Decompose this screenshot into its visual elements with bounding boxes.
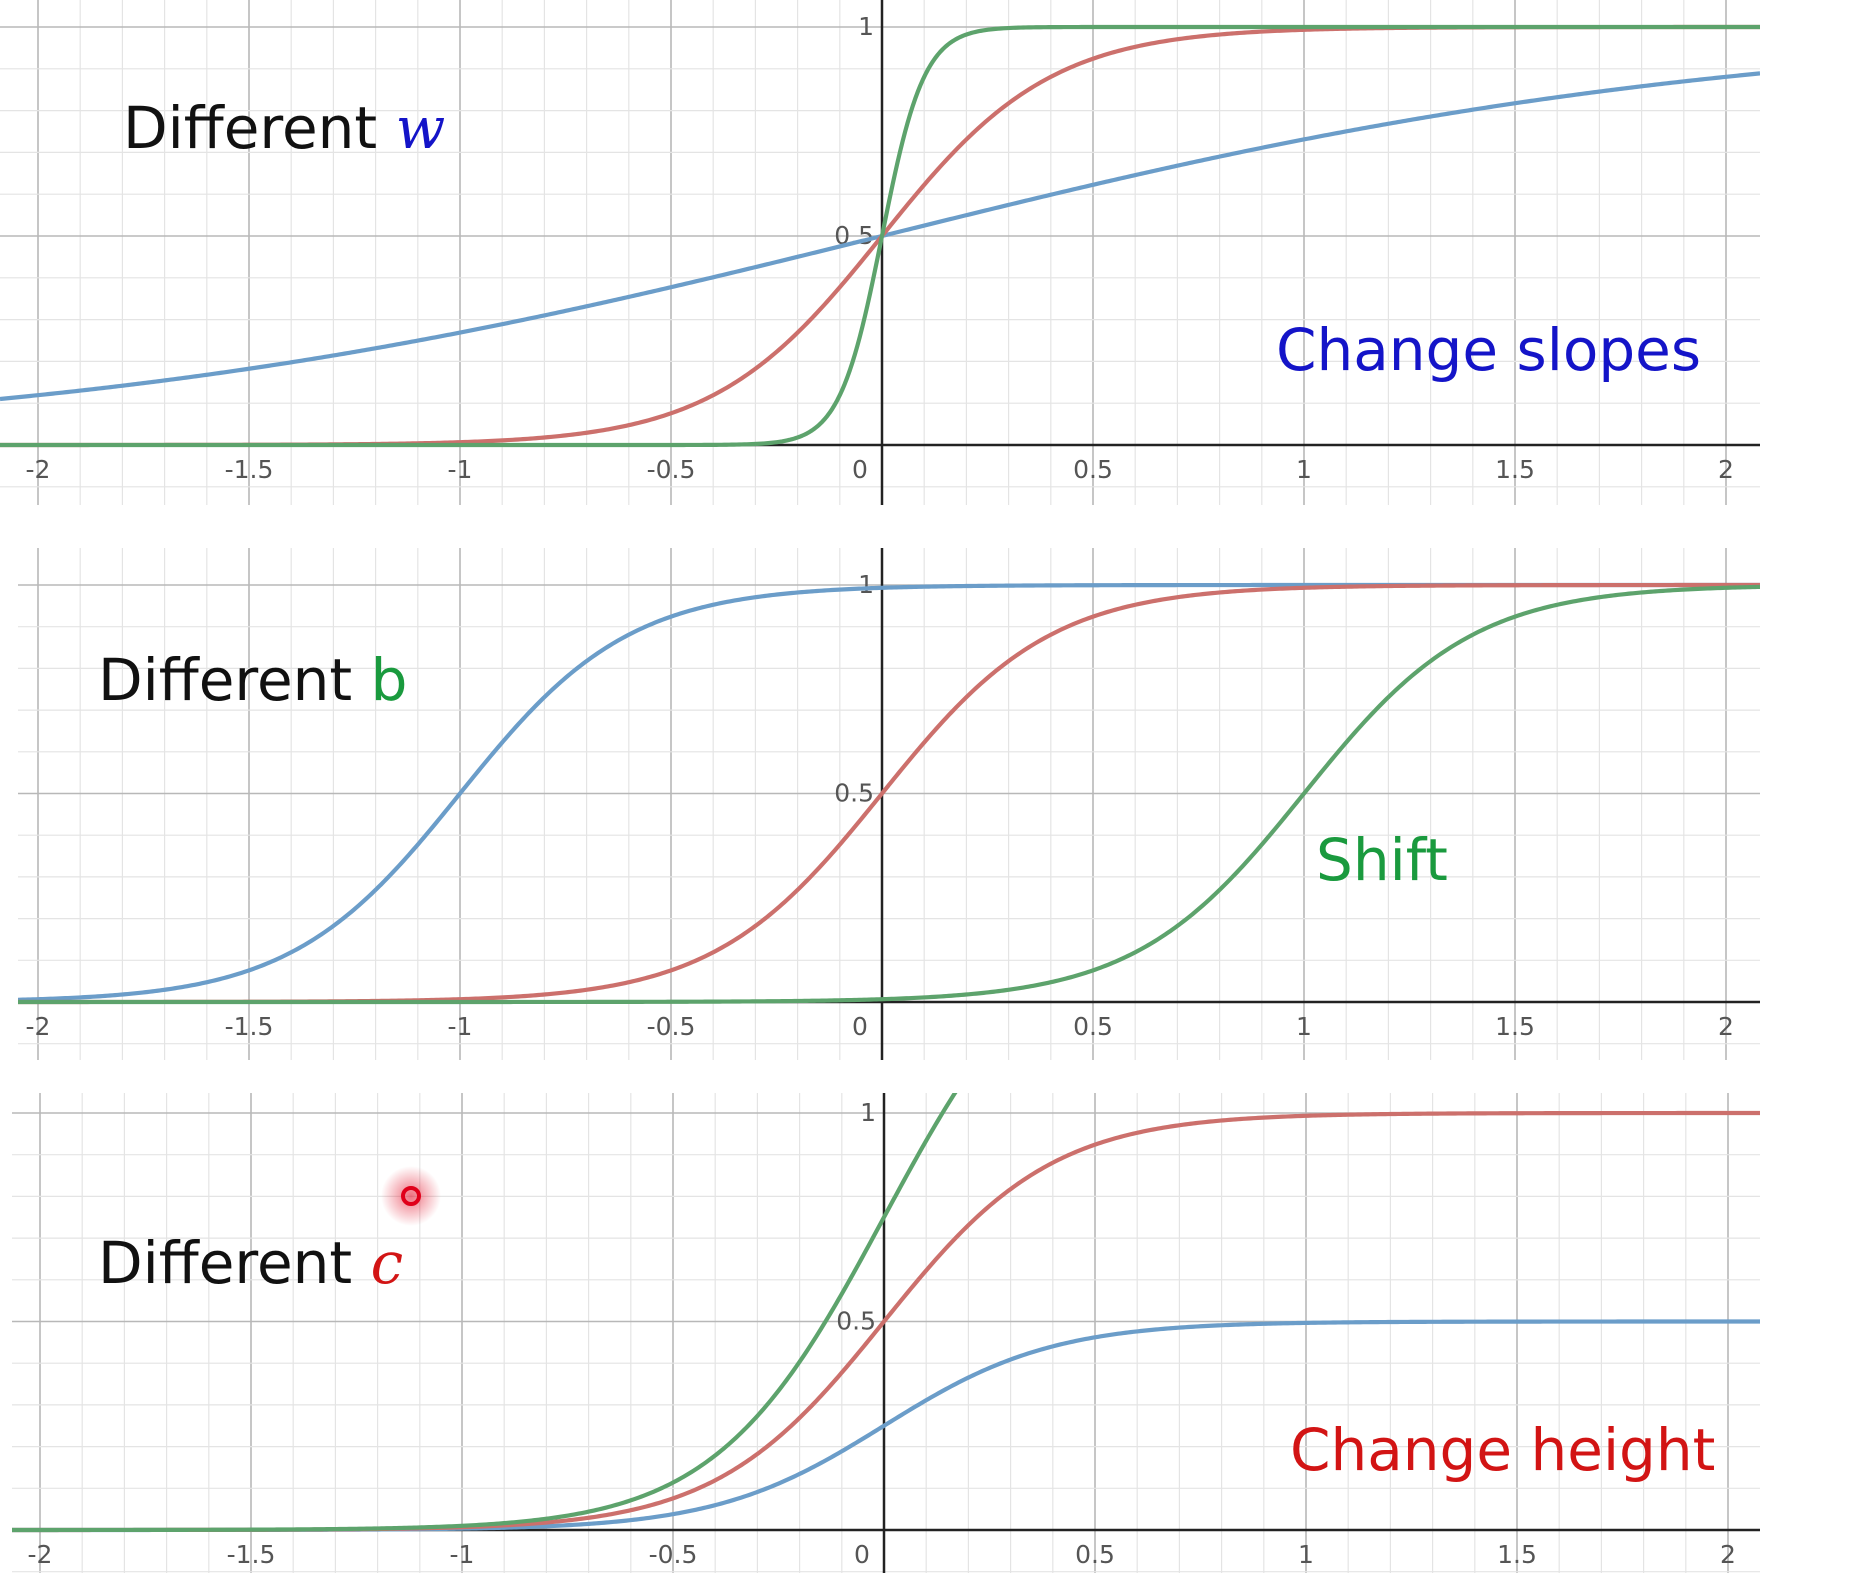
mouse-cursor-indicator <box>381 1166 441 1226</box>
x-tick-label: -0.5 <box>647 455 696 484</box>
panel-title: Different b <box>98 646 407 714</box>
x-tick-label: 2 <box>1718 1012 1734 1041</box>
x-tick-label: 1 <box>1296 455 1312 484</box>
series-line-green <box>18 584 1760 1005</box>
x-tick-label: 1.5 <box>1495 1012 1535 1041</box>
x-tick-label: -1 <box>450 1540 475 1569</box>
y-tick-label: 1 <box>858 570 874 599</box>
panel-different-c: -2 -1.5 -1 -0.5 0 0.5 1 1.5 2 0.5 1 Different c Chan… <box>12 1093 1760 1573</box>
panel-annotation: Shift <box>1316 826 1448 894</box>
x-tick-label: 1.5 <box>1495 455 1535 484</box>
panel-title-variable: b <box>371 646 408 714</box>
x-tick-label: 0.5 <box>1073 455 1113 484</box>
x-tick-label: -0.5 <box>647 1012 696 1041</box>
series-line-green <box>12 1093 958 1533</box>
x-tick-label: 0 <box>852 1012 868 1041</box>
x-tick-label: 0 <box>854 1540 870 1569</box>
x-tick-label: 1.5 <box>1497 1540 1537 1569</box>
cursor-glow <box>381 1166 441 1226</box>
x-tick-label: -2 <box>28 1540 53 1569</box>
panel-annotation: Change slopes <box>1276 316 1701 384</box>
y-tick-label: 0.5 <box>836 1307 876 1336</box>
x-tick-label: 0.5 <box>1075 1540 1115 1569</box>
series-line-green <box>0 24 1760 448</box>
y-tick-label: 0.5 <box>834 779 874 808</box>
x-tick-label: 0.5 <box>1073 1012 1113 1041</box>
x-tick-label: 2 <box>1720 1540 1736 1569</box>
panel-title: Different w <box>123 94 445 162</box>
y-tick-label: 1 <box>860 1098 876 1127</box>
grid <box>12 1093 1760 1573</box>
x-tick-label: -1.5 <box>225 455 274 484</box>
panel-title-prefix: Different <box>123 94 396 162</box>
cursor-ring <box>401 1186 421 1206</box>
panel-annotation: Change height <box>1290 1416 1715 1484</box>
grid <box>0 0 1760 505</box>
x-tick-label: 1 <box>1296 1012 1312 1041</box>
x-tick-label: -0.5 <box>649 1540 698 1569</box>
x-tick-label: -1 <box>448 1012 473 1041</box>
panel-title: Different c <box>98 1229 403 1297</box>
x-tick-label: 2 <box>1718 455 1734 484</box>
x-tick-label: -1 <box>448 455 473 484</box>
x-tick-label: 0 <box>852 455 868 484</box>
panel-different-b: -2 -1.5 -1 -0.5 0 0.5 1 1.5 2 0.5 1 Different b Shif… <box>18 548 1760 1060</box>
y-tick-label: 1 <box>858 12 874 41</box>
x-tick-label: 1 <box>1298 1540 1314 1569</box>
panel-title-variable: c <box>371 1229 403 1297</box>
x-tick-label: -2 <box>26 455 51 484</box>
panel-title-prefix: Different <box>98 1229 371 1297</box>
panel-title-variable: w <box>396 94 446 162</box>
x-tick-label: -1.5 <box>227 1540 276 1569</box>
x-tick-label: -1.5 <box>225 1012 274 1041</box>
panel-title-prefix: Different <box>98 646 371 714</box>
x-tick-label: -2 <box>26 1012 51 1041</box>
